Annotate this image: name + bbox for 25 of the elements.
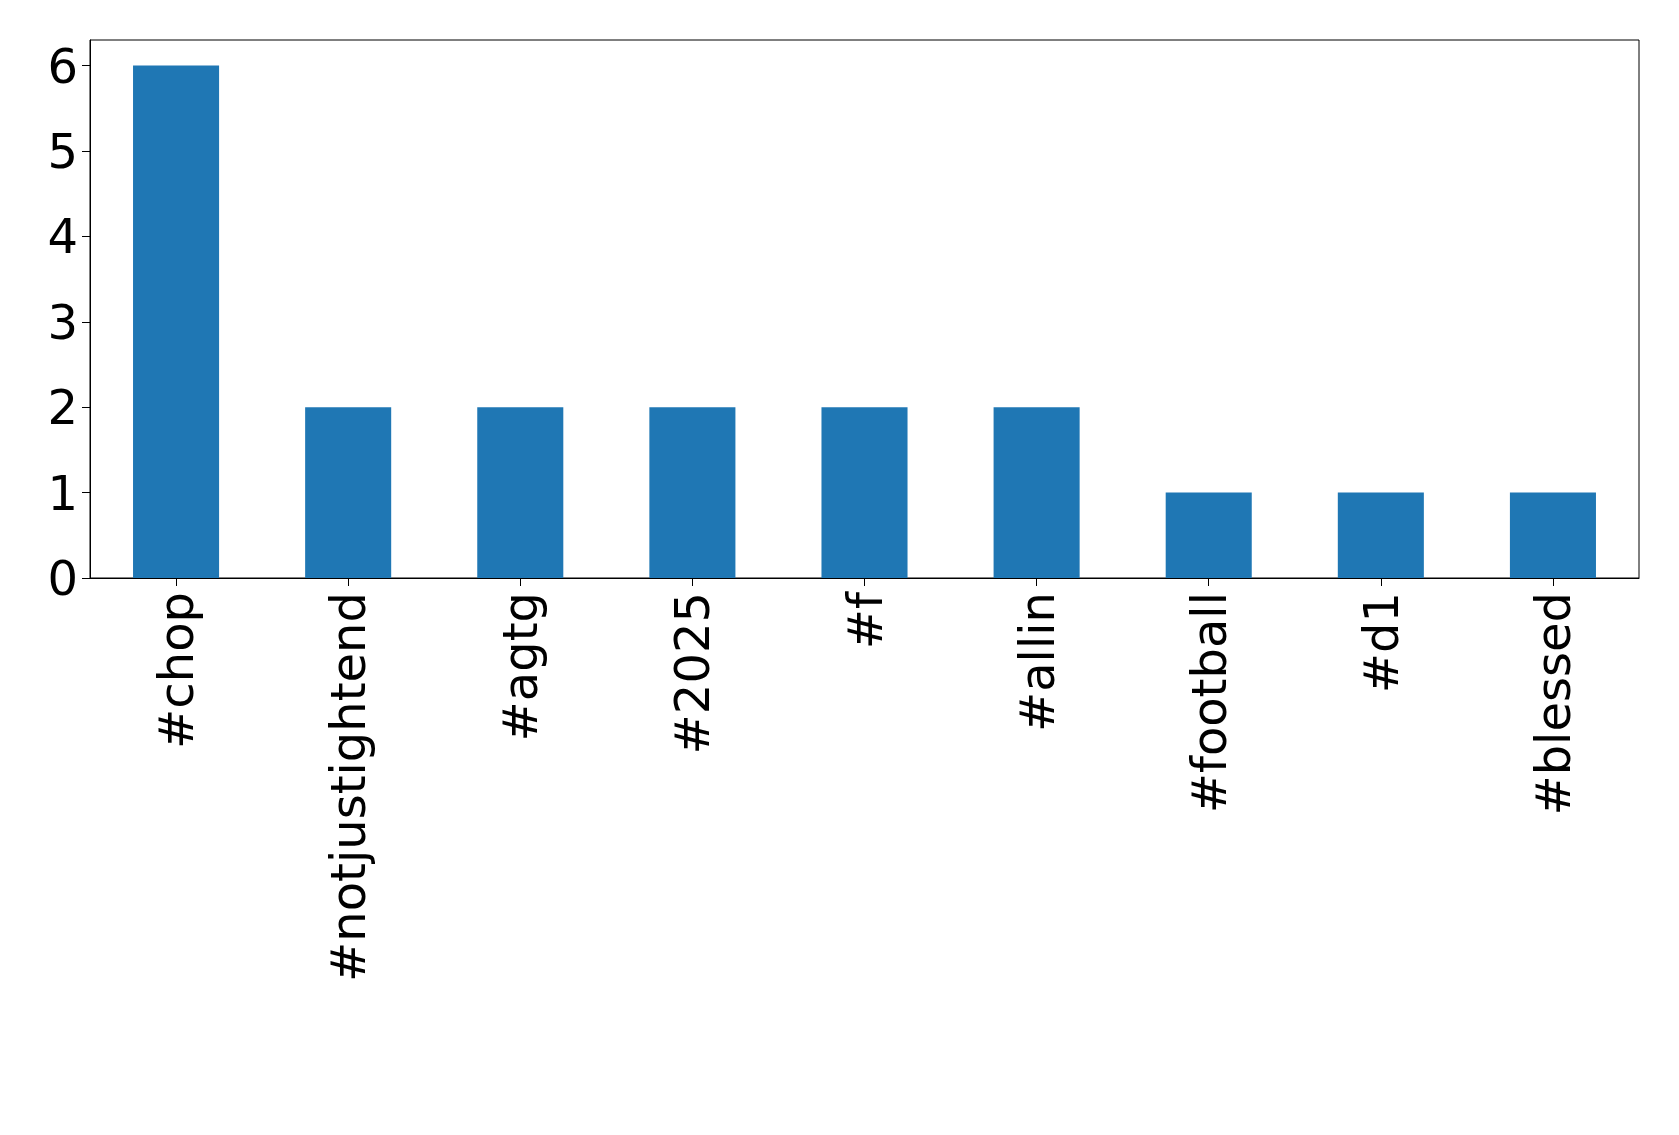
bar [649,407,736,578]
x-tick-label: #blessed [1524,592,1581,816]
bar [305,407,392,578]
x-tick-label: #chop [148,592,205,749]
bar [821,407,908,578]
x-tick-label: #d1 [1352,592,1409,694]
bar [133,65,220,578]
x-tick-label: #notjustightend [320,592,377,982]
bar [477,407,564,578]
y-tick-label: 1 [47,464,78,521]
x-tick-label: #allin [1008,592,1065,733]
bar [1337,492,1424,578]
bar [1165,492,1252,578]
x-tick-label: #football [1180,592,1237,814]
x-tick-label: #agtg [492,592,549,742]
y-tick-label: 6 [47,37,78,94]
x-tick-label: #f [836,590,893,650]
x-tick-label: #2025 [664,592,721,755]
y-tick-label: 2 [47,379,78,436]
y-tick-label: 4 [47,208,78,265]
bar [993,407,1080,578]
bar [1509,492,1596,578]
y-tick-label: 3 [47,293,78,350]
y-tick-label: 5 [47,123,78,180]
y-tick-label: 0 [47,550,78,606]
